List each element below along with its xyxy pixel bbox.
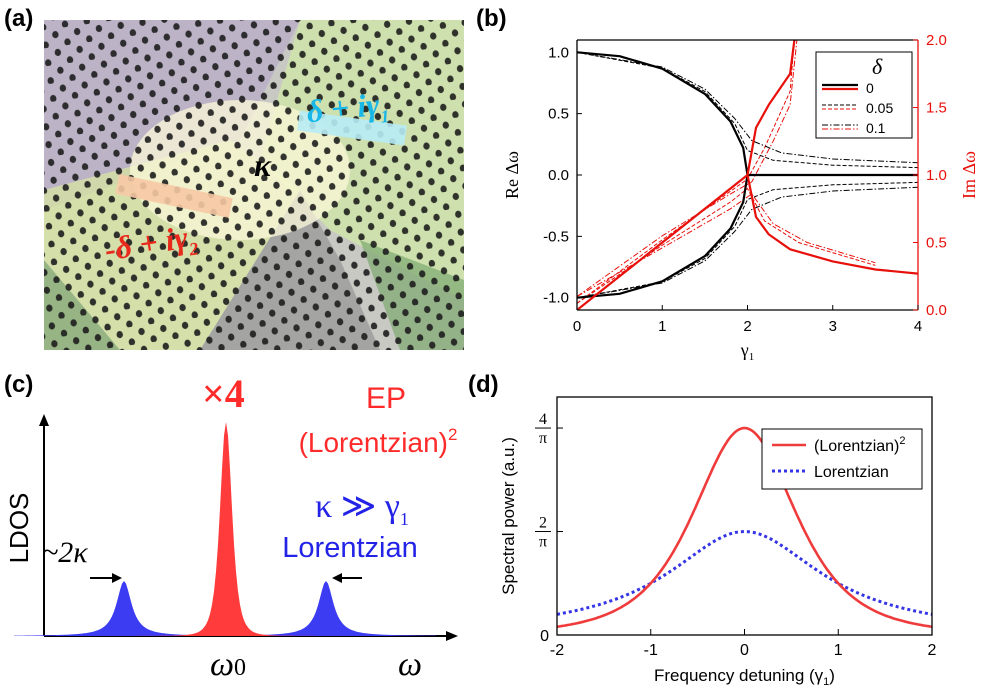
d-y-tick-denominator: π — [539, 534, 547, 551]
ldos-y-arrow — [39, 414, 49, 426]
splitting-label: ~2κ — [42, 536, 88, 569]
series-line-delta-0_1-left-8 — [577, 186, 918, 299]
d-x-tick-label: 1 — [834, 642, 843, 659]
kappa-gamma-label: κ ≫ γ1 — [315, 488, 409, 529]
b-legend-box — [815, 51, 913, 139]
ldos-schematic — [14, 414, 458, 641]
ldos-x-arrow — [446, 631, 458, 641]
series-line-delta-0-right-3 — [746, 40, 796, 176]
ldos-axis-label: LDOS — [4, 493, 34, 564]
b-x-tick-label: 3 — [829, 318, 837, 335]
b-legend-title: δ — [872, 54, 883, 79]
panel-c: (c) LDOS ×4 EP (Lorentzian)2 κ ≫ γ1 Lore… — [4, 371, 458, 683]
d-x-tick-label: 2 — [928, 642, 937, 659]
plot-b: 0 1 2 3 4 -1.0 -0.5 0.0 0.5 1.0 0.0 0.5 1.0 1.5 2.0 γ1 R… — [502, 32, 979, 363]
omega0-label: ω0 — [210, 646, 246, 683]
b-legend-label: 0.05 — [866, 100, 893, 116]
b-y-left-tick-label: 0.5 — [548, 106, 569, 123]
d-y-tick-numerator: 4 — [539, 411, 547, 428]
b-x-tick-label: 4 — [914, 318, 922, 335]
lorentzian-label-c: Lorentzian — [282, 532, 417, 564]
b-y-left-tick-label: 0.0 — [548, 167, 569, 184]
d-x-axis-label: Frequency detuning (γ1) — [654, 666, 835, 688]
plot-d: -2 -1 0 1 2 0 2 π 4 π Frequency detuning (γ1) Spect… — [499, 396, 937, 688]
b-y-right-tick-label: 0.5 — [926, 235, 947, 252]
d-series-lorentzian — [557, 529, 932, 616]
d-y-tick-denominator: π — [539, 430, 547, 447]
d-y-tick-numerator: 2 — [539, 515, 547, 532]
b-y-left-tick-label: 1.0 — [548, 44, 569, 61]
d-x-tick-label: -2 — [550, 642, 564, 659]
d-x-tick-label: -1 — [644, 642, 658, 659]
photonic-crystal-image — [44, 20, 464, 350]
d-y-tick-label: 0 — [540, 628, 549, 645]
d-legend-label: Lorentzian — [814, 464, 889, 481]
series-line-delta-0-right-2 — [577, 174, 749, 310]
splitting-arrowhead-left — [112, 573, 122, 583]
series-line-delta-0-left-1 — [577, 174, 749, 299]
b-y-right-tick-label: 0.0 — [926, 302, 947, 319]
panel-a-label: (a) — [4, 5, 33, 32]
panel-a: (a) δ + iγ1 κ -δ + iγ2 — [4, 5, 464, 350]
series-line-im-delta-0_05-0 — [577, 40, 795, 304]
b-x-axis-label: γ1 — [740, 340, 754, 363]
series-line-im-delta-0_05-1 — [577, 187, 876, 304]
plot-d-lines — [557, 426, 932, 628]
b-x-tick-label: 2 — [743, 318, 751, 335]
split-peak-left — [14, 581, 234, 636]
panel-c-label: (c) — [4, 371, 33, 398]
splitting-arrowhead-right — [332, 573, 342, 583]
panel-d-label: (d) — [468, 371, 499, 398]
omega-axis-label: ω — [398, 646, 422, 683]
b-y-right-tick-label: 1.0 — [926, 167, 947, 184]
b-y-left-axis-label: Re Δω — [502, 151, 522, 199]
series-line-im-delta-0_1-3 — [577, 193, 876, 297]
b-y-right-axis-label: Im Δω — [959, 151, 979, 199]
series-line-delta-0_05-left-6 — [577, 181, 918, 299]
b-legend-label: 0.1 — [866, 120, 886, 136]
d-legend: (Lorentzian)2 Lorentzian — [761, 428, 923, 490]
coupling-kappa-label: κ — [254, 147, 272, 183]
b-x-tick-label: 0 — [573, 318, 581, 335]
mode-1-label: δ + iγ1 — [305, 85, 391, 134]
plot-b-lines — [577, 40, 918, 310]
d-legend-box — [761, 428, 923, 490]
b-y-right-tick-label: 2.0 — [926, 32, 947, 49]
d-legend-label: (Lorentzian)2 — [814, 435, 906, 455]
b-y-left-tick-label: -1.0 — [543, 290, 569, 307]
lorentzian-squared-label: (Lorentzian)2 — [299, 425, 458, 458]
series-line-delta-0-left-0 — [577, 51, 918, 177]
d-series-lorentzian-squared — [557, 426, 932, 628]
b-legend-label: 0 — [866, 80, 874, 96]
b-x-tick-label: 1 — [658, 318, 666, 335]
split-peak-right — [216, 581, 436, 636]
b-y-right-tick-label: 1.5 — [926, 100, 947, 117]
ep-peak — [116, 422, 336, 636]
series-line-delta-0_05-left-5 — [577, 51, 918, 169]
d-y-axis-label: Spectral power (a.u.) — [499, 437, 518, 595]
panel-d: (d) -2 -1 0 1 2 0 2 π 4 π Frequency detuning (γ1) S… — [468, 371, 937, 688]
ep-label: EP — [366, 382, 406, 415]
factor-label: ×4 — [202, 371, 245, 416]
series-line-im-delta-0_1-2 — [577, 40, 798, 297]
b-y-left-tick-label: -0.5 — [543, 228, 569, 245]
panel-b: (b) 0 1 2 3 4 -1.0 -0.5 0.0 0.5 1.0 0.0 0.5 1.0 1.5 2.… — [476, 5, 979, 363]
b-legend: δ0 0.05 0.1 — [815, 51, 913, 139]
series-line-delta-0_1-left-7 — [577, 51, 918, 164]
series-line-delta-0-right-4 — [746, 174, 918, 275]
d-x-tick-label: 0 — [740, 642, 749, 659]
panel-b-label: (b) — [476, 5, 507, 32]
